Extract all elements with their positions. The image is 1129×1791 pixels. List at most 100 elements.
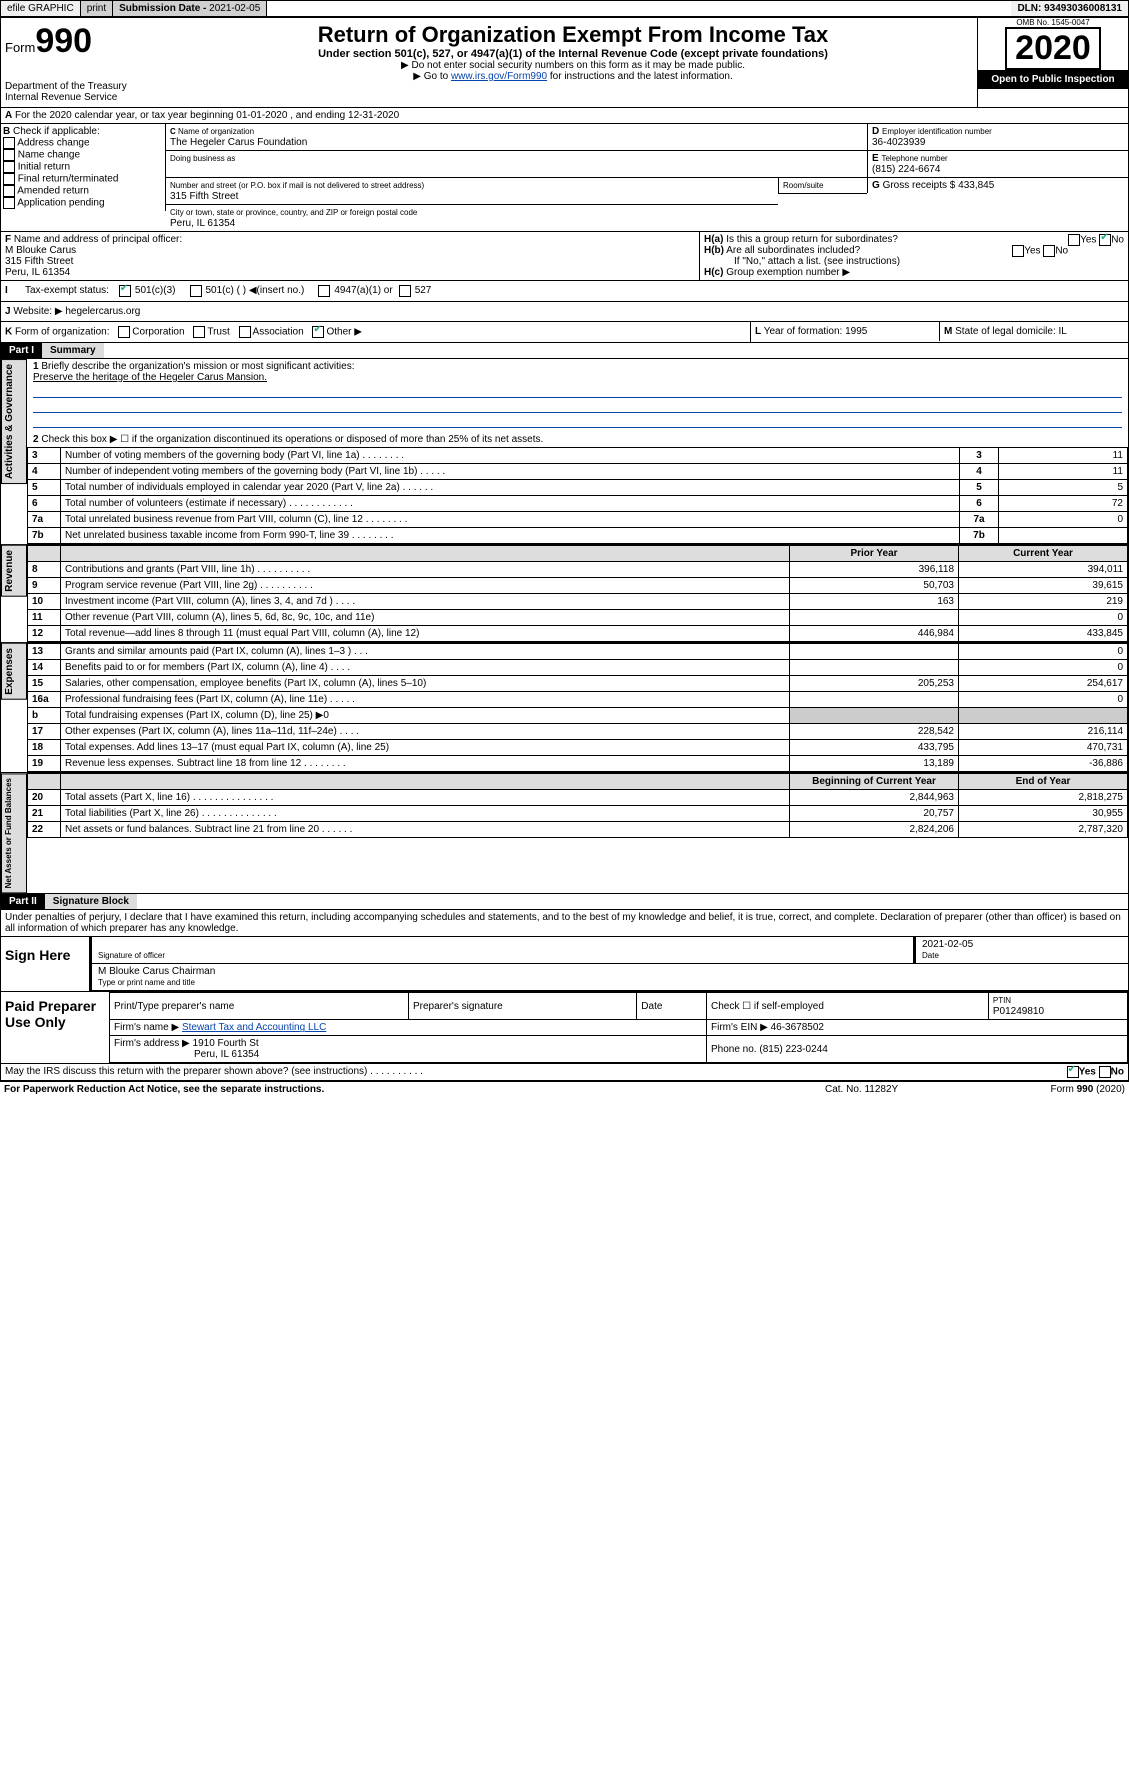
- table-row: 20Total assets (Part X, line 16) . . . .…: [28, 790, 1128, 806]
- ssn-warning: ▶ Do not enter social security numbers o…: [173, 60, 973, 71]
- firm-name-link[interactable]: Stewart Tax and Accounting LLC: [182, 1022, 326, 1033]
- table-row: 5Total number of individuals employed in…: [28, 480, 1128, 496]
- org-city: Peru, IL 61354: [170, 218, 235, 229]
- irs-form990-link[interactable]: www.irs.gov/Form990: [451, 71, 547, 82]
- governance-vlabel: Activities & Governance: [1, 359, 27, 484]
- officer-name: M Blouke Carus: [5, 245, 76, 256]
- cb-initial-return[interactable]: Initial return: [18, 162, 70, 173]
- cb-501c3[interactable]: 501(c)(3): [135, 285, 176, 296]
- efile-label: efile GRAPHIC: [1, 1, 81, 16]
- footer: For Paperwork Reduction Act Notice, see …: [0, 1081, 1129, 1097]
- paid-preparer-label: Paid Preparer Use Only: [1, 992, 109, 1036]
- cb-4947[interactable]: 4947(a)(1) or: [334, 285, 392, 296]
- irs-label: Internal Revenue Service: [5, 92, 165, 103]
- hb-question: Are all subordinates included?: [726, 245, 860, 256]
- cb-address-change[interactable]: Address change: [17, 138, 89, 149]
- table-row: 16aProfessional fundraising fees (Part I…: [28, 692, 1128, 708]
- form-footer: Form 990 (2020): [985, 1084, 1125, 1095]
- prep-sig-hdr: Preparer's signature: [409, 993, 637, 1020]
- table-row: 6Total number of volunteers (estimate if…: [28, 496, 1128, 512]
- table-row: 17Other expenses (Part IX, column (A), l…: [28, 724, 1128, 740]
- cb-amended[interactable]: Amended return: [17, 186, 89, 197]
- firm-phone: (815) 223-0244: [759, 1044, 827, 1055]
- prep-selfemp[interactable]: Check ☐ if self-employed: [706, 993, 988, 1020]
- form-label: Form: [5, 40, 35, 55]
- officer-addr: 315 Fifth Street: [5, 256, 73, 267]
- table-row: 3Number of voting members of the governi…: [28, 448, 1128, 464]
- sign-here-label: Sign Here: [1, 937, 89, 973]
- form-title: Return of Organization Exempt From Incom…: [173, 22, 973, 48]
- line-a: A For the 2020 calendar year, or tax yea…: [0, 108, 1129, 124]
- dept-treasury: Department of the Treasury: [5, 81, 165, 92]
- table-row: 10Investment income (Part VIII, column (…: [28, 594, 1128, 610]
- discontinued-check: Check this box ▶ ☐ if the organization d…: [41, 434, 543, 445]
- officer-typed-name: M Blouke Carus Chairman: [98, 966, 215, 977]
- submission-date: Submission Date - 2021-02-05: [113, 1, 267, 16]
- state-domicile: IL: [1059, 326, 1067, 337]
- paid-preparer-block: Paid Preparer Use Only Print/Type prepar…: [0, 992, 1129, 1064]
- hb-note: If "No," attach a list. (see instruction…: [704, 256, 1124, 267]
- dba-label: Doing business as: [170, 154, 235, 163]
- mission-label: Briefly describe the organization's miss…: [41, 361, 354, 372]
- part-ii-header: Part IISignature Block: [0, 894, 1129, 910]
- form-header: Form990 Department of the Treasury Inter…: [0, 17, 1129, 108]
- netassets-block: Net Assets or Fund Balances Beginning of…: [0, 773, 1129, 894]
- line-klm: K Form of organization: Corporation Trus…: [0, 322, 1129, 343]
- public-inspection: Open to Public Inspection: [978, 70, 1128, 89]
- firm-ein: 46-3678502: [771, 1022, 824, 1033]
- prep-date-hdr: Date: [637, 993, 707, 1020]
- table-row: 7bNet unrelated business taxable income …: [28, 528, 1128, 544]
- dln: DLN: 93493036008131: [1011, 1, 1128, 16]
- firm-address: 1910 Fourth St: [193, 1038, 259, 1049]
- print-button[interactable]: print: [81, 1, 113, 16]
- officer-city: Peru, IL 61354: [5, 267, 70, 278]
- expenses-table: 13Grants and similar amounts paid (Part …: [27, 643, 1128, 772]
- cb-corp[interactable]: Corporation: [132, 327, 184, 338]
- table-row: 14Benefits paid to or for members (Part …: [28, 660, 1128, 676]
- prep-name-hdr: Print/Type preparer's name: [110, 993, 409, 1020]
- hc-label: Group exemption number ▶: [726, 267, 850, 278]
- expenses-block: Expenses 13Grants and similar amounts pa…: [0, 643, 1129, 773]
- revenue-vlabel: Revenue: [1, 545, 27, 597]
- firm-city: Peru, IL 61354: [114, 1049, 259, 1060]
- ptin: P01249810: [993, 1006, 1044, 1017]
- cb-final-return[interactable]: Final return/terminated: [18, 174, 119, 185]
- table-row: 13Grants and similar amounts paid (Part …: [28, 644, 1128, 660]
- omb-number: OMB No. 1545-0047: [978, 18, 1128, 27]
- table-row: 15Salaries, other compensation, employee…: [28, 676, 1128, 692]
- table-row: 11Other revenue (Part VIII, column (A), …: [28, 610, 1128, 626]
- governance-block: Activities & Governance 1 Briefly descri…: [0, 359, 1129, 545]
- cb-other[interactable]: Other ▶: [326, 327, 361, 338]
- revenue-block: Revenue Prior YearCurrent Year 8Contribu…: [0, 545, 1129, 643]
- table-row: 8Contributions and grants (Part VIII, li…: [28, 562, 1128, 578]
- discuss-question: May the IRS discuss this return with the…: [0, 1064, 1129, 1081]
- cb-527[interactable]: 527: [415, 285, 432, 296]
- cb-501c[interactable]: 501(c) ( ) ◀(insert no.): [206, 285, 305, 296]
- block-bcdefg: B Check if applicable: Address change Na…: [0, 124, 1129, 232]
- perjury-declaration: Under penalties of perjury, I declare th…: [0, 910, 1129, 937]
- netassets-vlabel: Net Assets or Fund Balances: [1, 773, 27, 893]
- ein: 36-4023939: [872, 137, 925, 148]
- pra-notice: For Paperwork Reduction Act Notice, see …: [4, 1084, 825, 1095]
- gross-receipts: 433,845: [958, 180, 994, 191]
- line-i: I Tax-exempt status: 501(c)(3) 501(c) ( …: [0, 281, 1129, 302]
- org-name: The Hegeler Carus Foundation: [170, 137, 307, 148]
- goto-link: ▶ Go to www.irs.gov/Form990 for instruct…: [173, 71, 973, 82]
- table-row: 22Net assets or fund balances. Subtract …: [28, 822, 1128, 838]
- table-row: 19Revenue less expenses. Subtract line 1…: [28, 756, 1128, 772]
- cb-assoc[interactable]: Association: [253, 327, 304, 338]
- revenue-table: Prior YearCurrent Year 8Contributions an…: [27, 545, 1128, 642]
- website: hegelercarus.org: [65, 306, 140, 317]
- ha-question: Is this a group return for subordinates?: [726, 234, 898, 245]
- room-suite: Room/suite: [783, 181, 823, 190]
- phone: (815) 224-6674: [872, 164, 940, 175]
- table-row: bTotal fundraising expenses (Part IX, co…: [28, 708, 1128, 724]
- sign-here-block: Sign Here Signature of officer 2021-02-0…: [0, 937, 1129, 992]
- netassets-table: Beginning of Current YearEnd of Year 20T…: [27, 773, 1128, 838]
- top-bar: efile GRAPHIC print Submission Date - 20…: [0, 0, 1129, 17]
- cb-name-change[interactable]: Name change: [18, 150, 80, 161]
- cb-trust[interactable]: Trust: [207, 327, 229, 338]
- cb-app-pending[interactable]: Application pending: [17, 198, 104, 209]
- expenses-vlabel: Expenses: [1, 643, 27, 700]
- table-row: 7aTotal unrelated business revenue from …: [28, 512, 1128, 528]
